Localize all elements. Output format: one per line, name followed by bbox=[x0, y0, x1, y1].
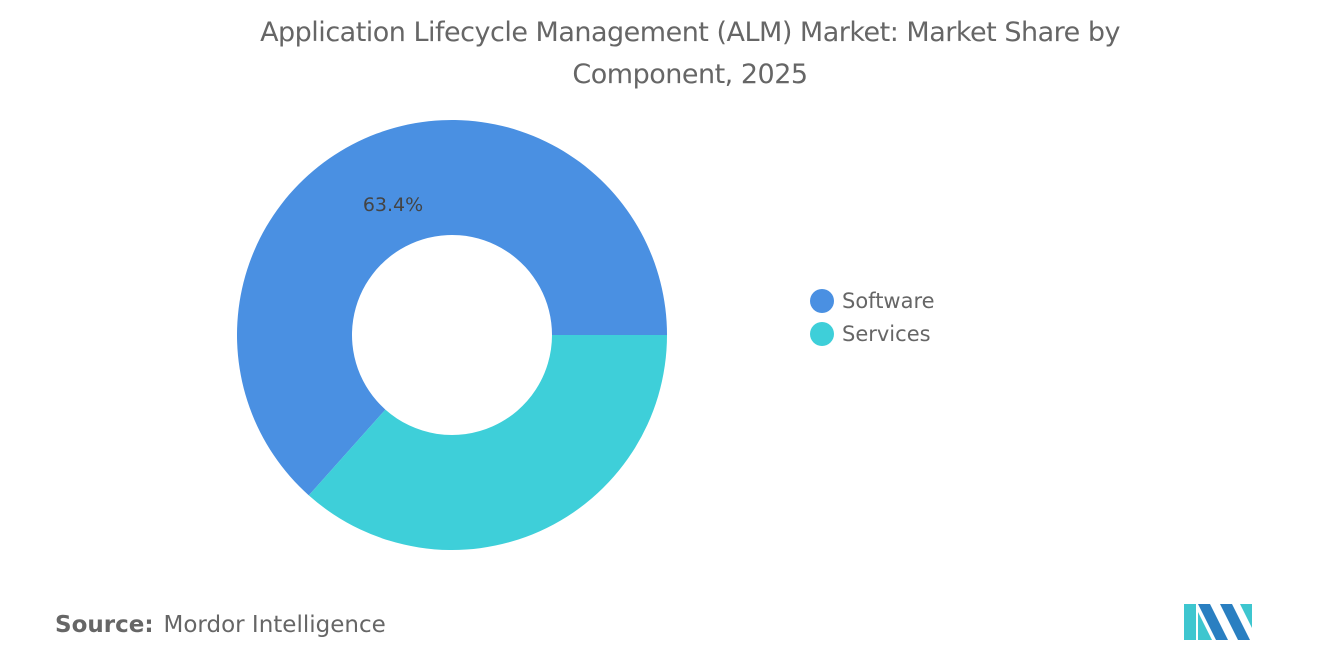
legend-label: Software bbox=[842, 288, 935, 313]
legend-item-services: Services bbox=[810, 317, 935, 350]
legend-label: Services bbox=[842, 321, 931, 346]
chart-title: Application Lifecycle Management (ALM) M… bbox=[260, 17, 1120, 90]
legend: Software Services bbox=[810, 284, 935, 350]
legend-swatch bbox=[810, 288, 834, 313]
slice-software bbox=[237, 120, 667, 496]
source-note: Source: Mordor Intelligence bbox=[55, 612, 386, 638]
slice-services bbox=[308, 335, 667, 551]
data-label-software: 63.4% bbox=[363, 194, 423, 216]
legend-swatch bbox=[810, 321, 834, 346]
mordor-logo bbox=[1184, 604, 1252, 640]
legend-item-software: Software bbox=[810, 284, 935, 317]
